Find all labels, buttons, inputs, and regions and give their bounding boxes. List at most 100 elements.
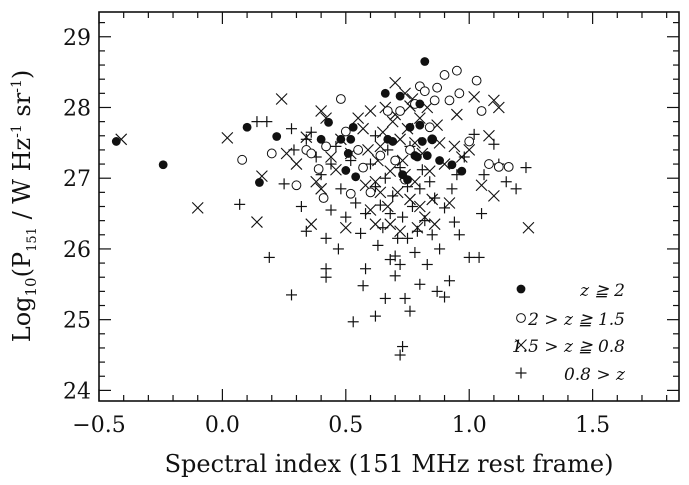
data-point-plus <box>414 278 426 290</box>
data-point-cross <box>522 221 535 234</box>
legend-label: z ≧ 2 <box>579 281 625 301</box>
y-tick-label: 26 <box>63 238 91 263</box>
data-point-plus <box>478 169 490 181</box>
data-point-filled-circle <box>447 160 457 170</box>
legend: z ≧ 2 2 > z ≧ 1.5 1.5 > z ≧ 0.8 0.8 > z <box>512 281 626 385</box>
data-point-cross <box>391 186 404 199</box>
data-point-filled-circle <box>158 160 168 170</box>
data-point-cross <box>396 154 409 167</box>
data-point-cross <box>488 190 500 202</box>
y-tick-label: 29 <box>63 26 91 51</box>
data-point-plus <box>325 204 337 216</box>
data-point-cross <box>386 115 399 128</box>
data-point-open-circle <box>493 161 504 172</box>
data-point-plus <box>340 211 352 223</box>
data-point-cross <box>448 140 461 153</box>
data-point-cross <box>404 193 416 206</box>
data-point-open-circle <box>306 148 317 159</box>
data-point-cross <box>483 129 495 142</box>
data-point-plus <box>426 229 438 241</box>
data-point-plus <box>379 292 391 304</box>
legend-marker-open-circle <box>516 313 526 323</box>
y-tick-label: 27 <box>63 167 91 192</box>
legend-label: 0.8 > z <box>564 365 626 385</box>
data-point-plus <box>431 285 443 297</box>
data-point-plus <box>350 197 362 209</box>
data-point-open-circle <box>237 154 248 165</box>
data-point-cross <box>310 175 323 188</box>
data-point-plus <box>392 232 404 244</box>
data-point-plus <box>300 133 312 145</box>
data-point-cross <box>330 163 342 176</box>
data-point-open-circle <box>405 145 415 155</box>
x-tick-label: 0.5 <box>328 413 363 438</box>
data-point-cross <box>411 221 424 234</box>
data-point-filled-circle <box>336 134 346 144</box>
data-point-filled-circle <box>324 117 333 127</box>
data-point-plus <box>300 225 312 237</box>
data-point-cross <box>384 218 397 231</box>
data-point-plus <box>421 258 433 270</box>
data-point-cross <box>280 147 293 160</box>
data-point-plus <box>402 232 414 244</box>
x-tick-label: 1.5 <box>575 413 610 438</box>
x-tick-labels: −0.5 0.0 0.5 1.0 1.5 <box>72 413 610 438</box>
data-point-filled-circle <box>341 166 351 175</box>
data-point-open-circle <box>454 88 465 99</box>
data-point-plus <box>320 271 332 283</box>
data-point-cross <box>339 221 352 234</box>
data-point-cross <box>384 165 397 178</box>
data-point-plus <box>263 251 275 263</box>
data-point-open-circle <box>266 148 277 159</box>
data-point-plus <box>278 178 290 190</box>
x-axis-label: Spectral index (151 MHz rest frame) <box>165 450 614 478</box>
data-point-filled-circle <box>343 149 353 158</box>
data-point-cross <box>251 216 263 228</box>
data-point-open-circle <box>451 65 462 76</box>
data-point-open-circle <box>395 106 406 116</box>
legend-marker-filled-circle <box>516 284 526 294</box>
data-point-filled-circle <box>380 88 390 98</box>
x-tick-label: −0.5 <box>72 413 125 438</box>
data-point-plus <box>320 232 332 244</box>
data-point-filled-circle <box>351 172 361 182</box>
data-point-cross <box>374 186 387 199</box>
data-point-cross <box>374 140 387 153</box>
data-point-plus <box>379 172 391 184</box>
data-point-open-circle <box>432 82 443 93</box>
data-point-open-circle <box>291 180 302 191</box>
data-point-open-circle <box>375 150 386 161</box>
data-point-cross <box>418 211 431 223</box>
data-point-cross <box>364 204 377 216</box>
data-point-plus <box>374 199 386 211</box>
data-point-cross <box>315 105 328 117</box>
data-point-open-circle <box>484 159 494 169</box>
data-points <box>111 57 535 361</box>
data-point-filled-circle <box>405 122 415 132</box>
data-point-filled-circle <box>348 122 358 132</box>
data-point-open-circle <box>464 136 475 147</box>
data-point-filled-circle <box>415 99 425 109</box>
data-point-plus <box>335 183 347 195</box>
data-point-filled-circle <box>415 120 425 130</box>
data-point-open-circle <box>335 94 346 104</box>
data-point-cross <box>413 112 426 124</box>
data-point-open-circle <box>358 162 368 173</box>
data-point-cross <box>369 175 382 188</box>
data-point-cross <box>492 101 505 114</box>
data-point-cross <box>300 131 313 144</box>
data-point-plus <box>394 349 406 361</box>
data-point-open-circle <box>476 106 487 116</box>
data-point-plus <box>446 183 458 195</box>
data-point-plus <box>473 251 485 263</box>
data-point-plus <box>372 239 384 251</box>
data-point-filled-circle <box>422 151 432 160</box>
data-point-plus <box>387 190 399 202</box>
data-point-plus <box>389 270 401 282</box>
data-point-plus <box>286 123 298 135</box>
data-point-cross <box>426 193 439 206</box>
data-point-cross <box>389 76 402 89</box>
data-point-plus <box>357 280 369 292</box>
data-point-open-circle <box>429 95 440 106</box>
